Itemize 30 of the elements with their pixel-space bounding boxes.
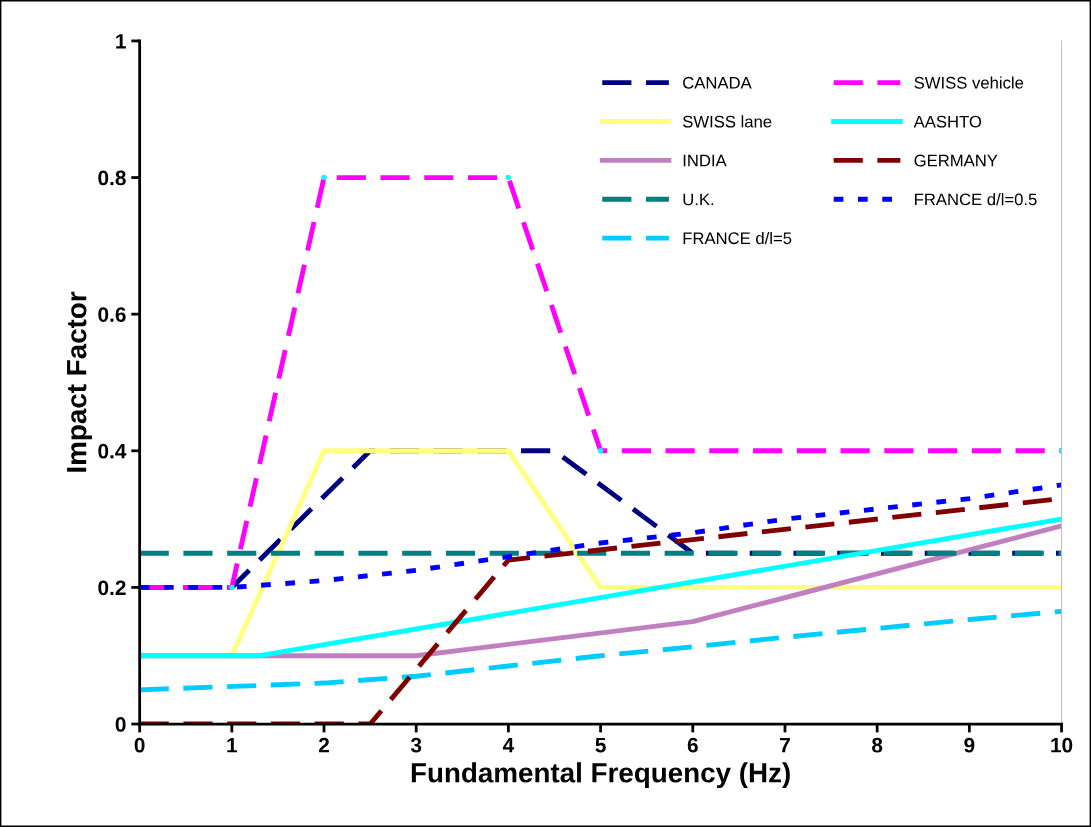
y-tick-label: 0.8 (98, 170, 126, 186)
x-tick-label: 6 (687, 737, 698, 753)
legend-label: AASHTO (913, 115, 982, 128)
legend-label: FRANCE d/l=5 (683, 231, 792, 245)
y-tick-label: 1 (116, 34, 126, 49)
x-tick-label: 4 (502, 738, 515, 753)
legend-label: U.K. (683, 193, 714, 206)
y-axis-title: Impact Factor (67, 291, 92, 472)
y-tick-label: 0.6 (98, 307, 126, 322)
legend-label: SWISS vehicle (914, 76, 1024, 89)
line-series (139, 608, 1062, 693)
x-tick-label: 1 (227, 738, 238, 753)
legend-label: FRANCE d/l=0.5 (915, 193, 1037, 206)
x-tick-label: 3 (410, 737, 422, 753)
line-series (139, 482, 1062, 590)
x-axis-title: Fundamental Frequency (Hz) (411, 762, 790, 789)
x-tick-label: 7 (780, 738, 790, 753)
x-tick-label: 9 (964, 737, 975, 753)
x-tick-label: 2 (318, 737, 329, 753)
y-tick-label: 0.2 (98, 580, 126, 596)
x-tick-label: 5 (595, 738, 606, 753)
legend-label: GERMANY (914, 154, 998, 167)
legend-label: SWISS lane (683, 115, 772, 128)
legend-label: INDIA (683, 154, 727, 167)
x-tick-label: 8 (872, 737, 883, 753)
x-tick-label: 0 (134, 737, 145, 753)
y-tick-label: 0 (115, 717, 126, 732)
legend-label: CANADA (683, 76, 752, 89)
y-tick-label: 0.4 (98, 443, 127, 459)
x-tick-label: 10 (1051, 737, 1073, 753)
